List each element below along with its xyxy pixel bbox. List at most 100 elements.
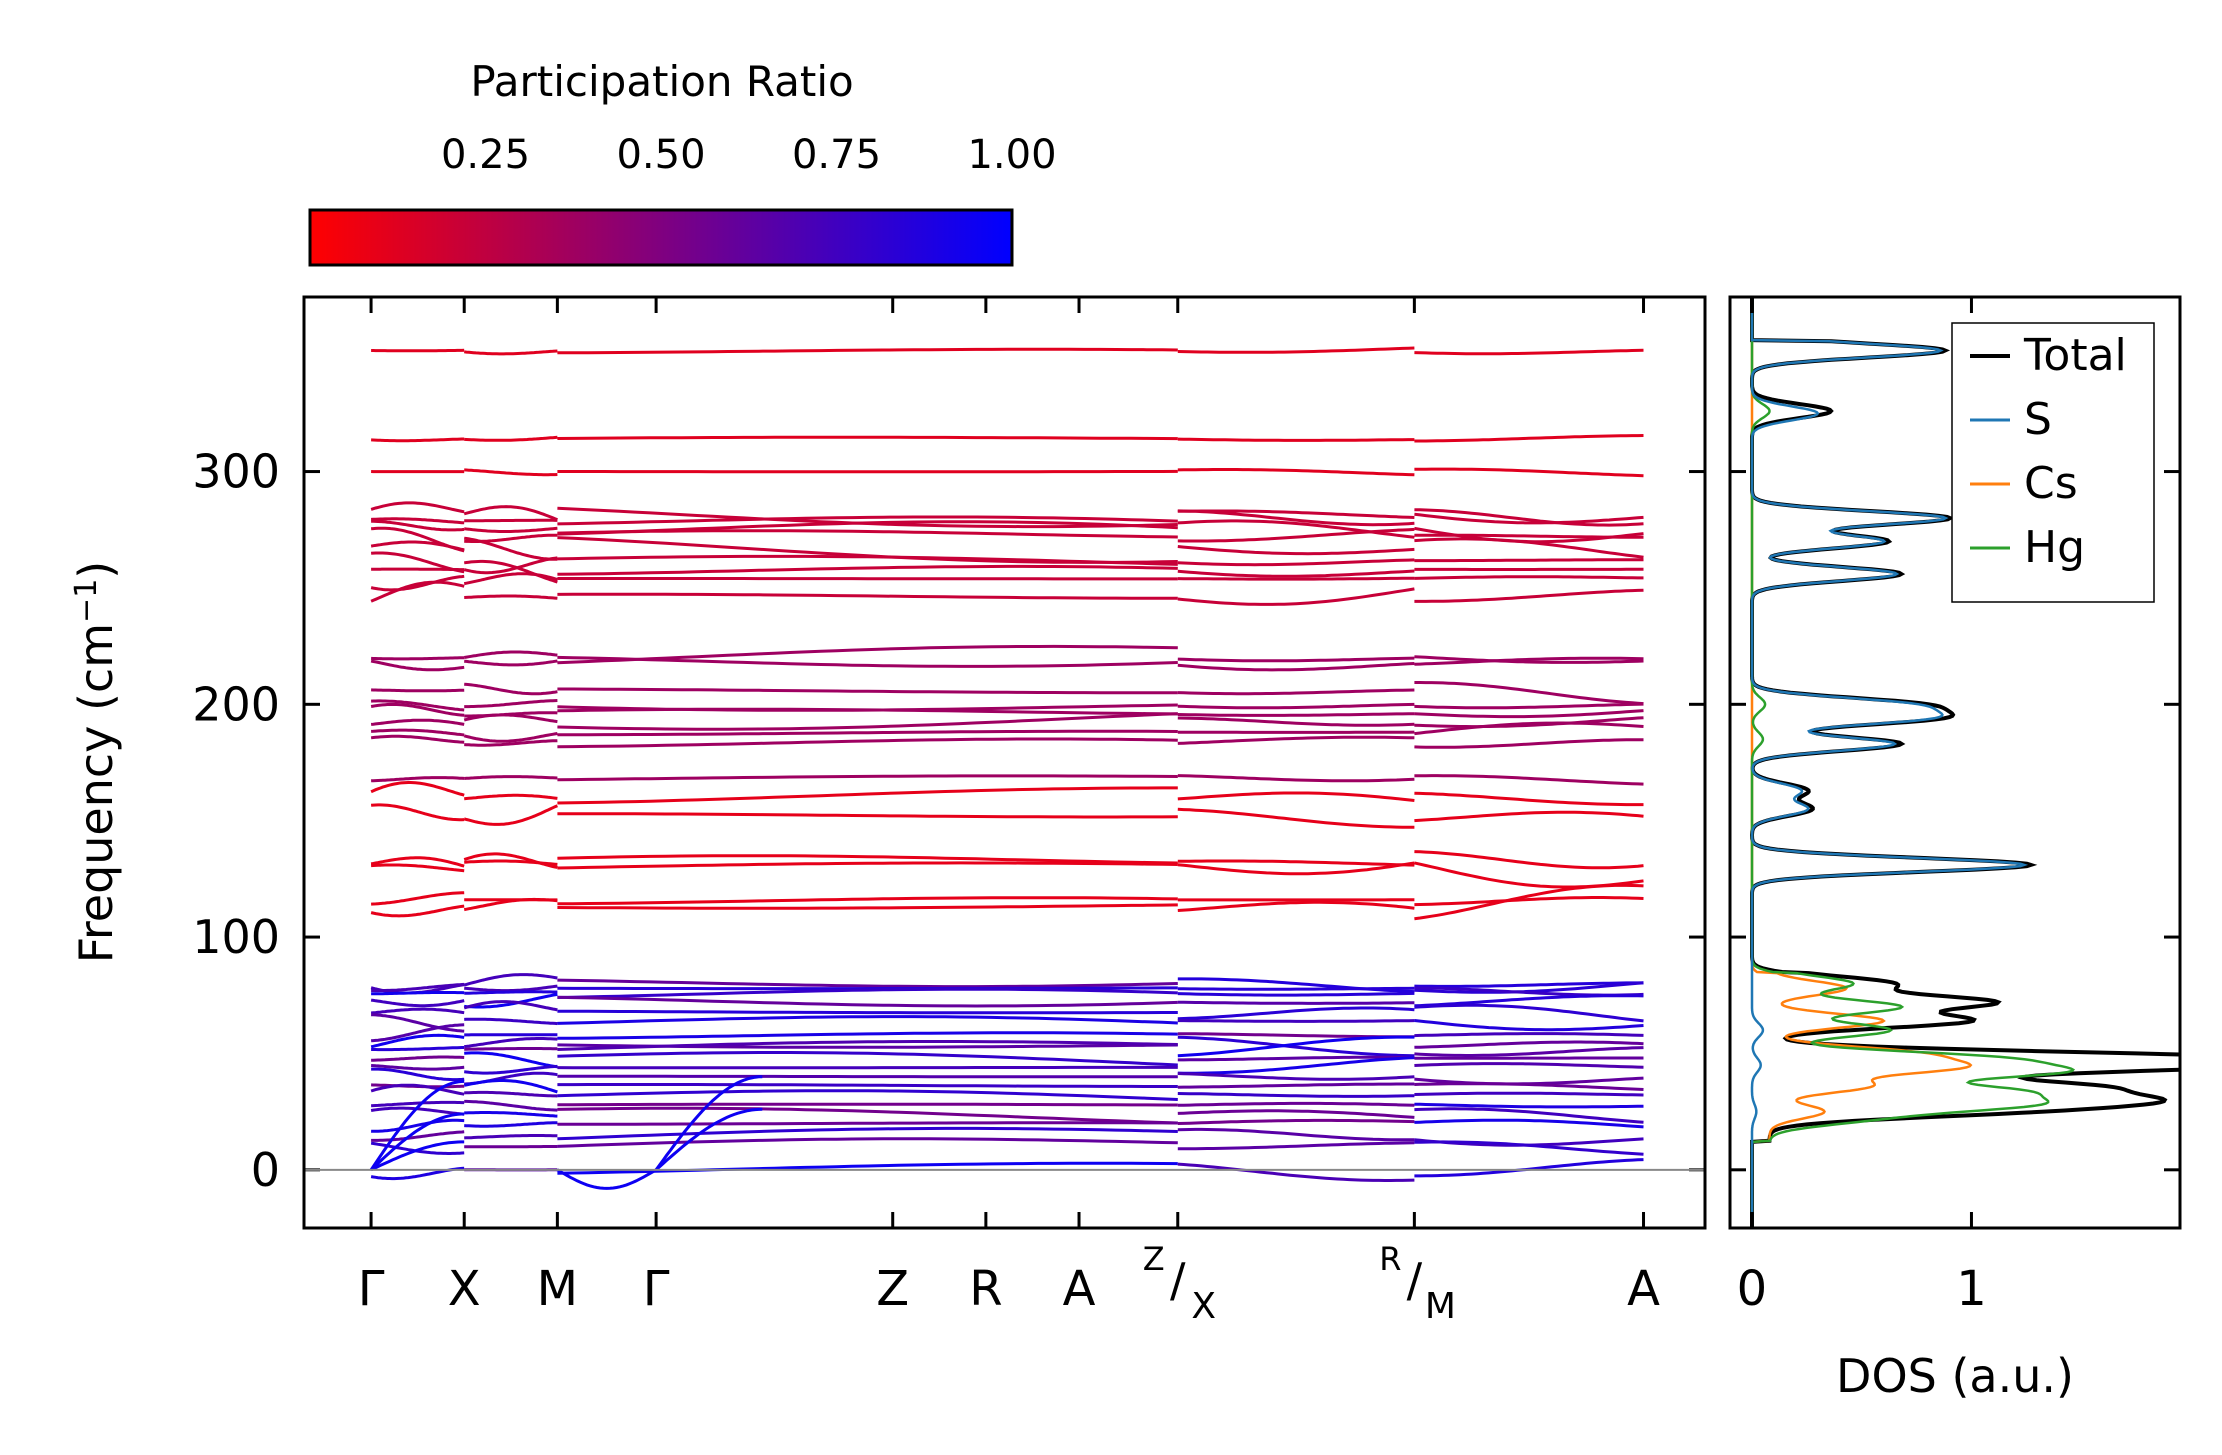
- dos-legend: Total S Cs Hg: [1951, 322, 2155, 603]
- phonon-band: [464, 1037, 558, 1049]
- phonon-band: [464, 1017, 558, 1026]
- phonon-band: [1414, 1032, 1644, 1038]
- phonon-band: [1177, 1055, 1415, 1062]
- phonon-band: [370, 540, 465, 552]
- phonon-band: [1414, 774, 1644, 786]
- phonon-band: [370, 1007, 465, 1015]
- phonon-band: [464, 984, 558, 993]
- phonon-band: [557, 861, 1178, 870]
- phonon-band: [371, 1118, 465, 1133]
- phonon-band: [1414, 588, 1644, 603]
- phonon-band: [371, 519, 465, 532]
- phonon-band: [557, 812, 1178, 819]
- phonon-band: [557, 1009, 1178, 1015]
- phonon-band: [371, 517, 465, 525]
- phonon-band: [1414, 512, 1644, 525]
- phonon-band: [1414, 1118, 1644, 1129]
- phonon-band: [1177, 861, 1415, 876]
- phonon-band: [370, 803, 465, 822]
- phonon-band: [1414, 434, 1644, 443]
- colorbar-tick-label: 0.25: [441, 132, 530, 178]
- k-point-label: A: [1063, 1261, 1096, 1317]
- phonon-band: [557, 774, 1178, 782]
- phonon-band: [1177, 468, 1415, 477]
- phonon-band: [557, 1121, 1178, 1126]
- phonon-band: [371, 1100, 465, 1108]
- phonon-band: [464, 349, 558, 356]
- dos-curve-s: [1750, 297, 2029, 1228]
- phonon-band: [370, 781, 465, 797]
- phonon-band: [557, 1015, 1178, 1025]
- phonon-band: [1177, 991, 1415, 997]
- phonon-band: [1177, 662, 1415, 672]
- legend-entry: Total: [2023, 330, 2127, 381]
- y-tick-label: 200: [192, 677, 280, 731]
- phonon-band: [1177, 1082, 1415, 1089]
- phonon-band: [1177, 509, 1415, 519]
- phonon-band: [557, 1161, 1178, 1175]
- phonon-band: [371, 437, 465, 443]
- phonon-band: [371, 982, 465, 993]
- phonon-band: [371, 1067, 465, 1082]
- phonon-band: [1414, 1091, 1644, 1097]
- phonon-band: [371, 699, 465, 712]
- phonon-band: [1177, 1035, 1415, 1058]
- phonon-band: [1177, 1019, 1415, 1023]
- phonon-band: [1414, 716, 1644, 729]
- phonon-band: [1414, 791, 1644, 807]
- phonon-band: [557, 435, 1178, 441]
- phonon-band: [464, 793, 558, 801]
- phonon-band: [1414, 348, 1644, 356]
- phonon-band: [1177, 437, 1415, 442]
- phonon-band: [1177, 900, 1415, 912]
- k-point-label: Z: [876, 1261, 909, 1317]
- phonon-band: [371, 1064, 465, 1071]
- phonon-band: [463, 732, 558, 743]
- phonon-band: [464, 659, 558, 667]
- phonon-band: [557, 903, 1178, 910]
- phonon-band: [557, 592, 1178, 600]
- phonon-band: [557, 515, 1178, 526]
- phonon-band: [371, 776, 465, 783]
- phonon-band: [464, 594, 558, 600]
- phonon-band: [1414, 1107, 1644, 1124]
- phonon-band: [463, 556, 558, 575]
- y-tick-label: 100: [192, 910, 280, 964]
- phonon-band: [1414, 1019, 1644, 1032]
- phonon-band: [464, 739, 558, 747]
- phonon-band: [557, 978, 1178, 989]
- phonon-band: [557, 1089, 1178, 1101]
- phonon-band: [557, 1083, 1178, 1088]
- phonon-band: [1177, 1101, 1415, 1107]
- phonon-band: [557, 995, 1178, 1008]
- phonon-band: [371, 1046, 465, 1052]
- dos-x-axis-label: DOS (a.u.): [1836, 1349, 2074, 1403]
- phonon-band: [464, 1134, 558, 1140]
- phonon-band: [1414, 558, 1644, 563]
- dos-curve-cs: [1750, 297, 1973, 1228]
- phonon-band: [557, 712, 1178, 731]
- phonon-band: [1177, 1162, 1415, 1182]
- phonon-band: [1414, 702, 1644, 710]
- dos-curves: [1750, 297, 2180, 1228]
- phonon-band: [557, 564, 1178, 576]
- phonon-band: [557, 1137, 1178, 1148]
- phonon-band: [464, 682, 558, 696]
- phonon-band: [1177, 587, 1415, 606]
- phonon-band: [1414, 810, 1644, 823]
- phonon-bands: [369, 346, 1644, 1190]
- phonon-band: [557, 529, 1178, 539]
- phonon-band: [1414, 656, 1644, 666]
- phonon-band: [464, 1047, 558, 1051]
- phonon-band: [371, 567, 465, 572]
- phonon-band: [370, 718, 465, 726]
- phonon-band: [371, 891, 465, 906]
- phonon-band: [464, 1099, 558, 1112]
- svg-text:M: M: [1425, 1286, 1456, 1327]
- phonon-band: [370, 1083, 465, 1096]
- phonon-band: [557, 987, 1178, 999]
- phonon-band: [370, 904, 465, 918]
- phonon-band: [1177, 656, 1415, 663]
